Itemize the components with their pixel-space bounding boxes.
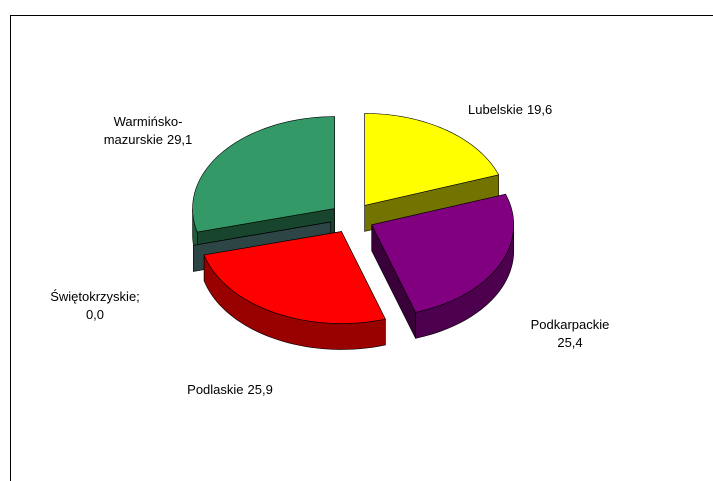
label-category: Świętokrzyskie; <box>50 289 140 304</box>
slice-top <box>203 231 386 324</box>
slice-top <box>364 113 500 206</box>
label-value: 19,6 <box>526 102 553 117</box>
data-label: Świętokrzyskie; 0,0 <box>40 288 150 324</box>
slice-top <box>371 193 515 313</box>
label-value: 25,9 <box>247 382 273 397</box>
slice-top <box>193 221 331 246</box>
label-category: Warmińsko-mazurskie <box>103 114 183 147</box>
label-value: 0,0 <box>85 307 105 322</box>
label-value: 29,1 <box>166 132 193 147</box>
label-category: Lubelskie <box>468 102 523 117</box>
data-label: Podkarpackie 25,4 <box>515 316 625 352</box>
chart-frame <box>10 15 713 481</box>
label-category: Podlaskie <box>187 382 244 397</box>
data-label: Warmińsko-mazurskie 29,1 <box>88 113 208 149</box>
slice <box>203 231 386 350</box>
data-label: Podlaskie 25,9 <box>140 381 320 399</box>
slice <box>371 193 515 339</box>
label-category: Podkarpackie <box>530 317 610 332</box>
slice <box>364 113 500 232</box>
slice-top <box>192 116 335 233</box>
data-label: Lubelskie 19,6 <box>468 101 608 119</box>
label-value: 25,4 <box>557 335 583 350</box>
